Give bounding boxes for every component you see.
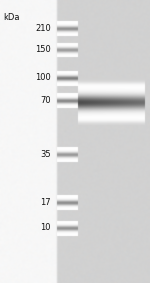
- Text: 17: 17: [40, 198, 51, 207]
- Text: 210: 210: [35, 24, 51, 33]
- Text: 150: 150: [35, 45, 51, 54]
- Text: 35: 35: [40, 150, 51, 159]
- Text: kDa: kDa: [4, 13, 20, 22]
- Text: 70: 70: [40, 96, 51, 105]
- Text: 10: 10: [40, 223, 51, 232]
- Text: 100: 100: [35, 73, 51, 82]
